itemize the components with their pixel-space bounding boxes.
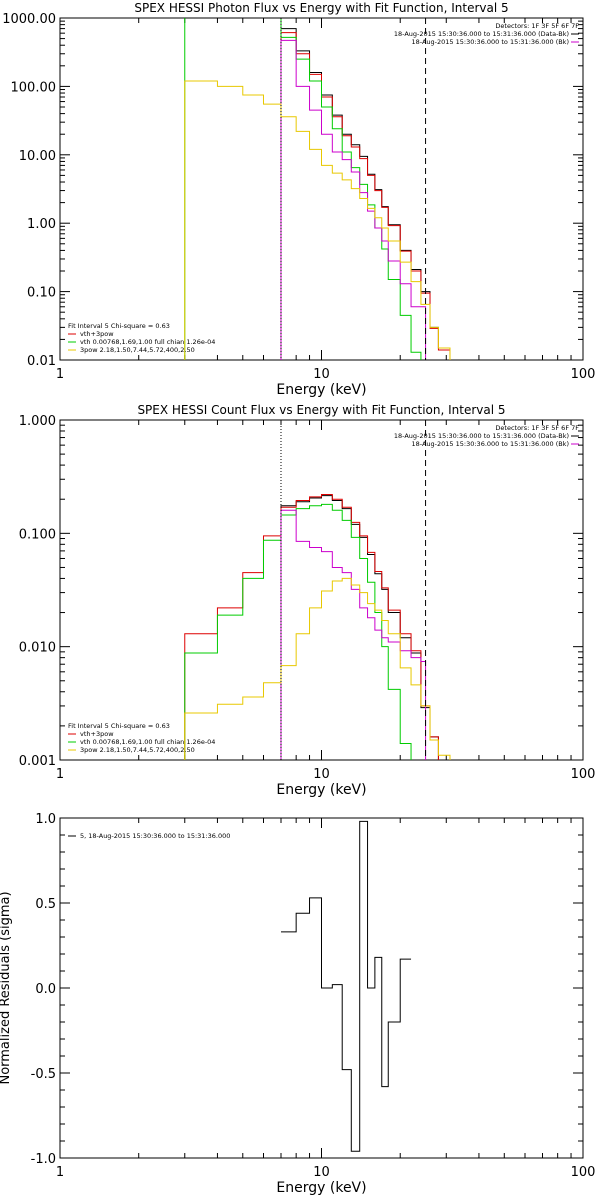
- y-tick-label: 0.01: [27, 354, 56, 369]
- y-tick-label: 0.10: [27, 286, 56, 301]
- series-3pow: [184, 577, 451, 760]
- plot-area: [184, 494, 451, 760]
- series-bk: [280, 509, 427, 760]
- series-vth: [184, 503, 412, 760]
- plot-frame: [59, 419, 584, 761]
- legend-top-right-entry: Detectors: 1F 3F 5F 6F 7F: [495, 22, 579, 30]
- series-vth-3pow: [280, 32, 451, 360]
- legend-bottom-left-entry: Fit Interval 5 Chi-square = 0.63: [68, 322, 170, 330]
- x-axis-label: Energy (keV): [276, 1180, 366, 1196]
- plot-frame: [59, 17, 584, 361]
- chart-title: SPEX HESSI Photon Flux vs Energy with Fi…: [134, 1, 508, 15]
- legend-top-right-entry: 18-Aug-2015 15:30:36.000 to 15:31:36.000…: [394, 30, 569, 38]
- legend-bottom-left-entry: vth 0.00768,1.69,1.00 full chian 1.26e-0…: [80, 338, 215, 346]
- legend-top-left-entry: 5, 18-Aug-2015 15:30:36.000 to 15:31:36.…: [80, 832, 230, 840]
- legend-bottom-left-entry: vth 0.00768,1.69,1.00 full chian 1.26e-0…: [80, 738, 215, 746]
- series-5-18-aug-2015-15-30-36-000-to-15-31-36-000: [280, 820, 412, 1152]
- plot-area: [280, 820, 412, 1152]
- y-tick-label: -1.0: [31, 1152, 56, 1167]
- x-axis-label: Energy (keV): [276, 782, 366, 798]
- y-axis-label: Normalized Residuals (sigma): [0, 891, 13, 1084]
- chart-panel-3: 1 10 100 -1.0 -0.5 0.0 0.5 1.0 Energy (keV) Norma…: [0, 812, 595, 1196]
- legend-top-right-entry: Detectors: 1F 3F 5F 6F 7F: [495, 424, 579, 432]
- x-tick-label: 100: [571, 767, 596, 782]
- x-tick-label: 100: [571, 1165, 596, 1180]
- legend-bottom-left-entry: vth+3pow: [80, 730, 114, 738]
- legend-top-right-entry: 18-Aug-2015 15:30:36.000 to 15:31:36.000…: [412, 38, 569, 46]
- y-tick-label: 10.00: [19, 149, 56, 164]
- series-bk: [280, 39, 427, 360]
- x-tick-label: 10: [313, 367, 330, 382]
- y-tick-label: 0.001: [19, 754, 56, 769]
- y-tick-label: 100.00: [11, 80, 57, 95]
- series-3pow: [184, 80, 451, 360]
- x-tick-label: 1: [56, 1165, 64, 1180]
- legend-bottom-left-entry: Fit Interval 5 Chi-square = 0.63: [68, 722, 170, 730]
- y-tick-label: 0.010: [19, 641, 56, 656]
- y-tick-label: -0.5: [31, 1067, 56, 1082]
- legend-bottom-left-entry: 3pow 2.18,1.50,7.44,5.72,400,2.50: [80, 746, 195, 754]
- y-tick-label: 0.5: [35, 897, 56, 912]
- y-tick-label: 1.000: [19, 414, 56, 429]
- x-tick-label: 1: [56, 367, 64, 382]
- legend-bottom-left-entry: 3pow 2.18,1.50,7.44,5.72,400,2.50: [80, 346, 195, 354]
- legend-bottom-left-entry: vth+3pow: [80, 330, 114, 338]
- y-tick-label: 1.00: [27, 217, 56, 232]
- x-axis-label: Energy (keV): [276, 382, 366, 398]
- y-tick-label: 1.0: [35, 812, 56, 827]
- x-tick-label: 10: [313, 1165, 330, 1180]
- x-tick-label: 1: [56, 767, 64, 782]
- y-tick-label: 0.0: [35, 982, 56, 997]
- x-tick-label: 100: [571, 367, 596, 382]
- chart-panel-2: SPEX HESSI Count Flux vs Energy with Fit…: [19, 403, 596, 798]
- legend-top-right-entry: 18-Aug-2015 15:30:36.000 to 15:31:36.000…: [394, 432, 569, 440]
- legend-top-right-entry: 18-Aug-2015 15:30:36.000 to 15:31:36.000…: [412, 440, 569, 448]
- plot-area: [184, 18, 451, 360]
- y-tick-label: 0.100: [19, 527, 56, 542]
- y-tick-label: 1000.00: [2, 12, 56, 27]
- series-data-bk: [280, 28, 451, 360]
- chart-title: SPEX HESSI Count Flux vs Energy with Fit…: [137, 403, 505, 417]
- series-vth: [184, 18, 422, 360]
- x-tick-label: 10: [313, 767, 330, 782]
- chart-panel-1: SPEX HESSI Photon Flux vs Energy with Fi…: [2, 1, 596, 398]
